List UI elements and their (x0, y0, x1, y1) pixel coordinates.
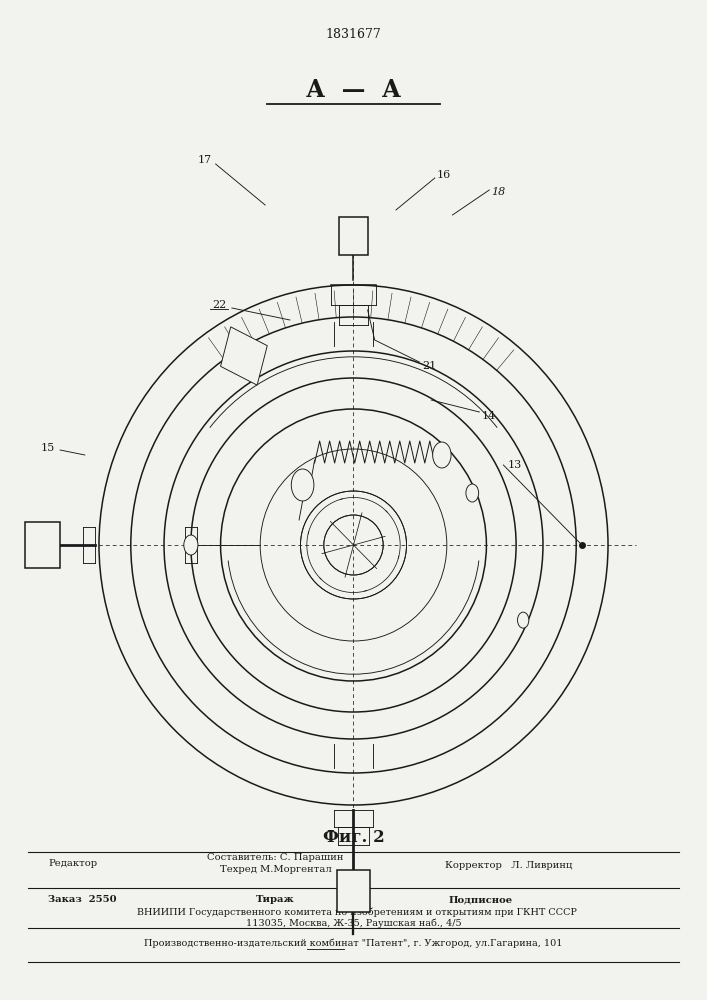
Text: Составитель: С. Парашин: Составитель: С. Парашин (207, 854, 344, 862)
Text: 1831677: 1831677 (326, 28, 381, 41)
Circle shape (291, 469, 314, 501)
Text: 15: 15 (41, 443, 55, 453)
Text: 21: 21 (423, 361, 437, 371)
Text: Техред М.Моргентал: Техред М.Моргентал (220, 865, 332, 874)
Text: ВНИИПИ Государственного комитета по изобретениям и открытиям при ГКНТ СССР: ВНИИПИ Государственного комитета по изоб… (131, 907, 576, 917)
Bar (339, 217, 368, 255)
Text: 14: 14 (482, 411, 496, 421)
Text: Заказ  2550: Заказ 2550 (48, 896, 117, 904)
Text: 113035, Москва, Ж-35, Раушская наб., 4/5: 113035, Москва, Ж-35, Раушская наб., 4/5 (246, 918, 461, 928)
Text: 16: 16 (437, 170, 451, 180)
Text: Производственно-издательский комбинат "Патент", г. Ужгород, ул.Гагарина, 101: Производственно-издательский комбинат "П… (144, 938, 563, 948)
Text: Подписное: Подписное (449, 896, 513, 904)
Text: 13: 13 (508, 460, 522, 470)
Circle shape (184, 535, 198, 555)
Circle shape (518, 612, 529, 628)
Text: А  —  А: А — А (306, 78, 401, 102)
Bar (25, 522, 60, 568)
Text: Фиг. 2: Фиг. 2 (322, 828, 385, 846)
Text: Редактор: Редактор (48, 858, 97, 867)
Text: Корректор   Л. Ливринц: Корректор Л. Ливринц (445, 860, 573, 869)
Circle shape (433, 442, 451, 468)
Text: 17: 17 (198, 155, 212, 165)
Bar (337, 870, 370, 912)
Text: 18: 18 (491, 187, 506, 197)
Bar (221, 327, 267, 385)
Circle shape (466, 484, 479, 502)
Text: 22: 22 (212, 300, 226, 310)
Text: Тираж: Тираж (257, 896, 295, 904)
